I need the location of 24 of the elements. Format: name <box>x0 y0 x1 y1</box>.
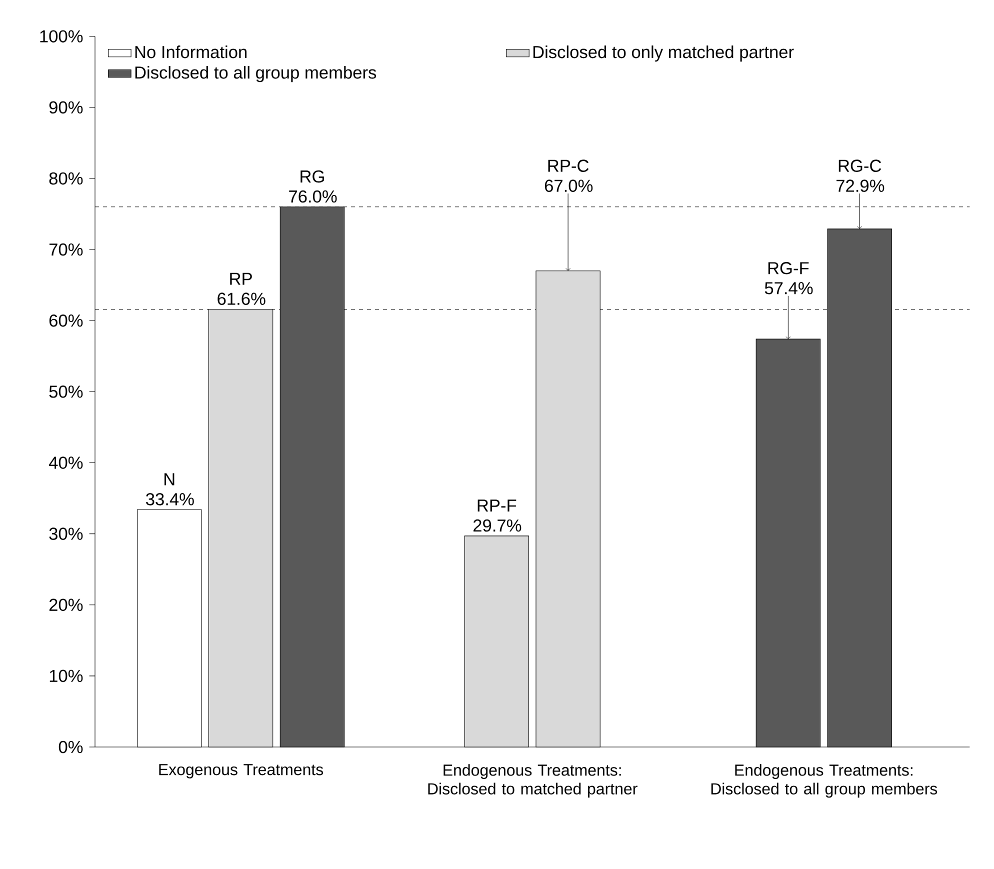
data-label: RG 76.0% <box>289 170 337 203</box>
y-tick-label: 0% <box>58 740 83 754</box>
x-tick-label: Endogenous Treatments: Disclosed to all group members <box>711 764 938 798</box>
y-tick-label: 70% <box>49 243 83 256</box>
y-tick-label: 40% <box>48 456 83 469</box>
y-tick-label: 30% <box>49 528 83 540</box>
data-label: RP 61.6% <box>218 272 266 305</box>
data-label: RG-C 72.9% <box>836 160 884 192</box>
legend-label: No Information <box>135 45 247 58</box>
y-tick-label: 60% <box>49 314 83 327</box>
x-tick-label: Endogenous Treatments: Disclosed to matched partner <box>428 764 638 798</box>
y-tick-label: 20% <box>49 598 83 611</box>
y-tick-label: 50% <box>49 386 83 398</box>
data-label: N 33.4% <box>146 473 194 506</box>
legend-label: Disclosed to only matched partner <box>533 45 794 62</box>
x-tick-label: Exogenous Treatments <box>159 764 324 778</box>
data-label: RP-F 29.7% <box>474 500 522 532</box>
data-label: RP-C 67.0% <box>544 160 593 192</box>
y-tick-label: 10% <box>50 670 83 682</box>
data-label: RG-F 57.4% <box>764 262 813 294</box>
y-tick-label: 80% <box>49 172 83 185</box>
y-tick-label: 100% <box>40 30 83 42</box>
y-tick-label: 90% <box>49 101 83 114</box>
legend-label: Disclosed to all group members <box>135 66 376 82</box>
